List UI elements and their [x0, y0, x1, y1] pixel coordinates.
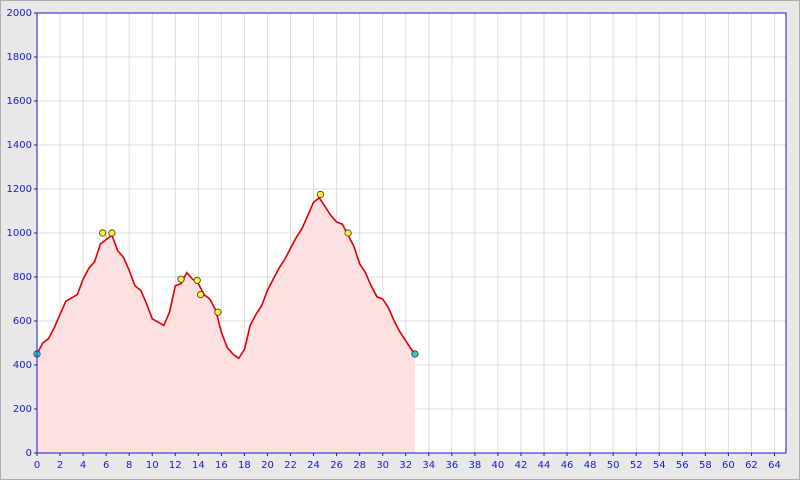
y-tick-label: 200 [13, 404, 32, 415]
marker [177, 275, 185, 283]
x-tick-label: 58 [699, 460, 712, 471]
x-tick-label: 22 [284, 460, 297, 471]
y-tick-label: 1600 [7, 96, 32, 107]
x-tick-label: 2 [57, 460, 63, 471]
x-tick-label: 40 [492, 460, 505, 471]
x-tick-label: 0 [34, 460, 40, 471]
x-tick-label: 14 [192, 460, 205, 471]
x-tick-label: 52 [630, 460, 643, 471]
marker [197, 290, 205, 299]
x-tick-label: 56 [676, 460, 689, 471]
x-tick-label: 42 [515, 460, 528, 471]
x-tick-label: 8 [126, 460, 132, 471]
x-tick-label: 48 [584, 460, 597, 471]
y-tick-label: 1800 [7, 52, 32, 63]
y-tick-label: 1200 [7, 184, 32, 195]
x-tick-label: 60 [722, 460, 735, 471]
y-tick-label: 0 [26, 448, 32, 459]
x-tick-label: 6 [103, 460, 109, 471]
x-tick-label: 54 [653, 460, 666, 471]
marker [214, 308, 222, 316]
marker [99, 229, 107, 237]
marker [316, 190, 325, 199]
elevation-line [36, 196, 416, 360]
x-tick-label: 46 [561, 460, 574, 471]
x-tick-label: 26 [330, 460, 343, 471]
x-tick-label: 10 [146, 460, 159, 471]
x-tick-label: 12 [169, 460, 182, 471]
x-tick-label: 20 [261, 460, 274, 471]
x-tick-label: 50 [607, 460, 620, 471]
y-tick-label: 600 [13, 316, 32, 327]
y-tick-label: 2000 [7, 8, 32, 19]
x-tick-label: 4 [80, 460, 86, 471]
marker [411, 350, 419, 358]
marker [193, 276, 201, 284]
x-tick-label: 44 [538, 460, 551, 471]
x-tick-label: 28 [353, 460, 366, 471]
x-tick-label: 16 [215, 460, 228, 471]
x-tick-label: 30 [376, 460, 389, 471]
x-tick-label: 36 [445, 460, 458, 471]
x-tick-label: 34 [422, 460, 435, 471]
x-tick-label: 38 [469, 460, 482, 471]
y-tick-label: 1000 [7, 228, 32, 239]
y-tick-label: 1400 [7, 140, 32, 151]
plot-frame [36, 12, 787, 454]
x-tick-label: 18 [238, 460, 251, 471]
y-tick-label: 800 [13, 272, 32, 283]
marker [344, 229, 352, 237]
x-tick-label: 24 [307, 460, 320, 471]
x-tick-label: 62 [745, 460, 758, 471]
x-tick-label: 64 [768, 460, 781, 471]
x-tick-label: 32 [399, 460, 412, 471]
area-fill [37, 197, 415, 453]
y-tick-label: 400 [13, 360, 32, 371]
marker [108, 229, 116, 237]
